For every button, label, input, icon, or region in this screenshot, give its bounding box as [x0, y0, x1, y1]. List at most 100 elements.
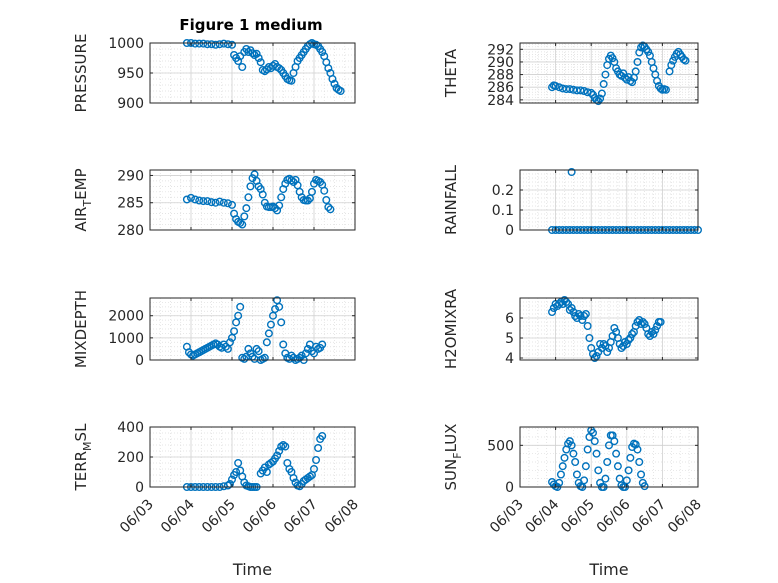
data-point: [279, 340, 288, 349]
data-point: [555, 478, 564, 487]
data-point: [599, 340, 608, 349]
data-point: [295, 353, 304, 362]
data-point: [567, 304, 576, 313]
data-point: [223, 199, 232, 208]
data-point: [631, 67, 640, 76]
y-axis-label-part: SL: [72, 423, 90, 442]
tick-marks: [149, 426, 356, 488]
data-point: [605, 441, 614, 450]
y-tick-label: 285: [117, 196, 144, 212]
data-point: [232, 468, 241, 477]
y-tick-label: 292: [487, 42, 514, 58]
data-point: [223, 40, 232, 49]
data-point: [318, 432, 327, 441]
y-tick-label: 288: [487, 68, 514, 84]
data-point: [260, 353, 269, 362]
data-point: [581, 462, 590, 471]
data-point: [281, 179, 290, 188]
data-point: [637, 320, 646, 329]
data-point: [303, 196, 312, 205]
data-point: [182, 195, 191, 204]
subplot-4: 0.2 0.1 0 RAINFALL: [442, 164, 703, 239]
y-axis-label: MIXDEPTH: [72, 290, 90, 368]
data-point: [633, 445, 642, 454]
data-point: [336, 86, 345, 95]
x-tick-label: 06/06: [240, 496, 280, 536]
data-point: [612, 449, 621, 458]
data-point: [262, 468, 271, 477]
data-series: [182, 39, 345, 95]
data-point: [633, 57, 642, 66]
data-point: [254, 347, 263, 356]
data-point: [215, 197, 224, 206]
data-point: [320, 186, 329, 195]
data-point: [236, 302, 245, 311]
subplot-3: 290 285 280 AIRTEMP: [72, 168, 356, 239]
data-point: [271, 305, 280, 314]
data-point: [230, 327, 239, 336]
y-axis-label: TERRMSL: [72, 423, 94, 492]
data-point: [277, 442, 286, 451]
data-point: [240, 212, 249, 221]
data-point: [277, 193, 286, 202]
subplot-5: 2000 1000 0 MIXDEPTH: [72, 290, 356, 369]
data-point: [565, 437, 574, 446]
x-tick-label: 06/07: [281, 497, 321, 537]
y-tick-label: 0: [505, 223, 514, 239]
y-tick-label: 200: [117, 450, 144, 466]
data-point: [583, 445, 592, 454]
y-axis-label-part: T: [81, 200, 94, 208]
y-tick-label: 280: [117, 223, 144, 239]
data-point: [287, 76, 296, 85]
data-point: [221, 342, 230, 351]
y-tick-label: 5: [505, 331, 514, 347]
y-tick-label: 500: [487, 438, 514, 454]
data-point: [635, 48, 644, 57]
data-point: [199, 39, 208, 48]
data-point: [555, 83, 564, 92]
data-point: [324, 64, 333, 73]
data-point: [644, 47, 653, 56]
data-point: [236, 218, 245, 227]
subplot-8: 500 0 SUNFLUX 06/0306/0406/0506/0606/0706/0…: [442, 424, 705, 579]
data-point: [638, 318, 647, 327]
x-axis-label: Time: [232, 560, 272, 579]
data-point: [256, 58, 265, 67]
data-point: [211, 198, 220, 207]
tick-marks: [519, 298, 699, 360]
data-point: [266, 459, 275, 468]
data-point: [580, 86, 589, 95]
data-point: [565, 85, 574, 94]
x-tick-label: 06/07: [629, 497, 669, 537]
data-point: [223, 481, 232, 490]
data-point: [318, 340, 327, 349]
data-point: [608, 54, 617, 63]
x-tick-label: 06/08: [322, 497, 362, 537]
data-point: [590, 437, 599, 446]
y-tick-label: 290: [487, 55, 514, 71]
data-point: [260, 67, 269, 76]
data-point: [227, 475, 236, 484]
data-point: [191, 39, 200, 48]
data-point: [262, 338, 271, 347]
data-point: [234, 311, 243, 320]
y-axis-label-part: M: [81, 441, 94, 451]
data-point: [667, 61, 676, 70]
y-axis-label: SUNFLUX: [442, 424, 464, 491]
x-tick-label: 06/04: [158, 496, 198, 536]
data-point: [227, 200, 236, 209]
data-point: [275, 302, 284, 311]
tick-marks: [149, 42, 356, 104]
y-tick-label: 0: [135, 480, 144, 496]
data-point: [252, 344, 261, 353]
data-point: [275, 201, 284, 210]
data-point: [252, 49, 261, 58]
y-axis-label-part: TERR: [72, 451, 90, 492]
y-tick-label: 0.2: [492, 183, 514, 199]
axes-box: [519, 426, 699, 488]
data-point: [562, 298, 571, 307]
data-point: [640, 320, 649, 329]
y-axis-label-part: PRESSURE: [72, 34, 90, 113]
